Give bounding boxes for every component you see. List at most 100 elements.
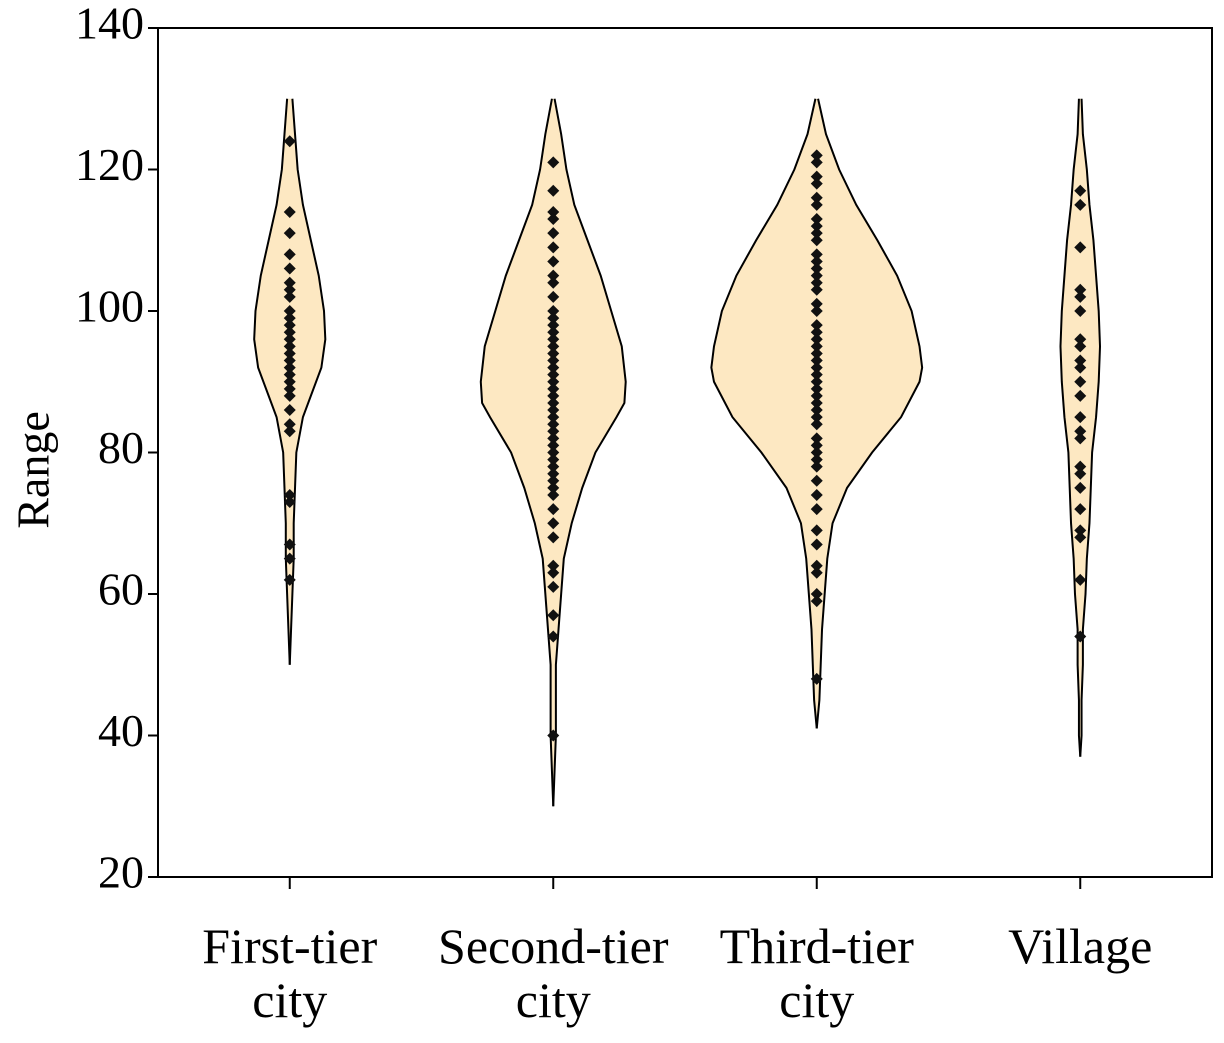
data-point	[810, 396, 823, 409]
data-point	[810, 198, 823, 211]
data-point	[1074, 283, 1087, 296]
data-point	[810, 382, 823, 395]
data-point	[810, 297, 823, 310]
data-point	[547, 446, 560, 459]
data-point	[547, 531, 560, 544]
data-point	[547, 382, 560, 395]
data-point	[1074, 524, 1087, 537]
violin-right-edge	[552, 98, 627, 807]
data-point	[1074, 531, 1087, 544]
data-point	[547, 340, 560, 353]
data-point	[810, 170, 823, 183]
data-point	[283, 488, 296, 501]
data-point	[810, 672, 823, 685]
data-point	[1074, 425, 1087, 438]
data-point	[283, 418, 296, 431]
data-point	[1074, 361, 1087, 374]
data-point	[810, 333, 823, 346]
data-point	[547, 255, 560, 268]
data-point	[810, 269, 823, 282]
data-point	[547, 559, 560, 572]
data-point	[1074, 573, 1087, 586]
data-point	[283, 305, 296, 317]
data-point	[547, 460, 560, 473]
plot-frame	[157, 27, 1213, 878]
data-point	[283, 404, 296, 417]
y-tick-label: 60	[98, 564, 144, 615]
data-point	[547, 227, 560, 240]
y-tick-label: 40	[98, 705, 144, 756]
data-point	[547, 354, 560, 367]
data-point	[1074, 432, 1087, 445]
data-point	[1074, 198, 1087, 211]
data-point	[1074, 375, 1087, 388]
data-point	[547, 630, 560, 643]
y-tick-label: 120	[75, 139, 144, 190]
data-point	[810, 262, 823, 275]
y-tick-label: 20	[98, 847, 144, 898]
data-point	[547, 184, 560, 197]
data-point	[283, 375, 296, 388]
x-tick-label: Third-tier city	[719, 918, 914, 1028]
data-point	[1074, 340, 1087, 353]
x-tick-label: Village	[1008, 918, 1153, 974]
data-point	[547, 439, 560, 452]
data-point	[810, 220, 823, 233]
data-point	[547, 347, 560, 360]
data-point	[810, 432, 823, 445]
data-point	[547, 312, 560, 325]
data-point	[810, 149, 823, 162]
data-point	[547, 517, 560, 530]
violin-right-edge	[288, 98, 327, 665]
data-point	[547, 333, 560, 346]
data-point	[810, 559, 823, 572]
data-point	[547, 488, 560, 501]
violin-right-edge	[1079, 98, 1102, 757]
y-tick-label: 100	[75, 281, 144, 332]
data-point	[547, 276, 560, 289]
data-point	[810, 354, 823, 367]
data-point	[547, 241, 560, 254]
data-point	[547, 580, 560, 593]
data-point	[547, 503, 560, 516]
data-point	[547, 404, 560, 417]
data-point	[810, 305, 823, 317]
data-point	[547, 411, 560, 424]
data-point	[1074, 481, 1087, 494]
data-point	[283, 227, 296, 240]
data-point	[283, 340, 296, 353]
data-point	[547, 609, 560, 622]
y-tick-label: 140	[75, 0, 144, 49]
x-tick-label: Second-tier city	[438, 918, 669, 1028]
data-point	[1074, 411, 1087, 424]
data-point	[1074, 467, 1087, 480]
data-point	[810, 276, 823, 289]
violin-right-edge	[815, 98, 924, 729]
violin-left-edge	[253, 98, 291, 665]
data-point	[810, 566, 823, 579]
data-point	[547, 566, 560, 579]
data-point	[810, 488, 823, 501]
data-point	[810, 453, 823, 466]
data-point	[547, 319, 560, 332]
data-point	[1074, 241, 1087, 254]
data-point	[283, 573, 296, 586]
data-point	[283, 368, 296, 381]
data-point	[1074, 460, 1087, 473]
data-point	[283, 326, 296, 339]
data-point	[547, 156, 560, 169]
data-point	[810, 524, 823, 537]
data-point	[283, 333, 296, 346]
data-point	[810, 156, 823, 169]
data-point	[547, 205, 560, 218]
data-point	[810, 460, 823, 473]
data-point	[283, 361, 296, 374]
data-point	[283, 205, 296, 218]
data-point	[283, 496, 296, 509]
data-point	[810, 227, 823, 240]
data-point	[547, 269, 560, 282]
data-point	[810, 538, 823, 551]
data-point	[810, 361, 823, 374]
data-point	[810, 191, 823, 204]
